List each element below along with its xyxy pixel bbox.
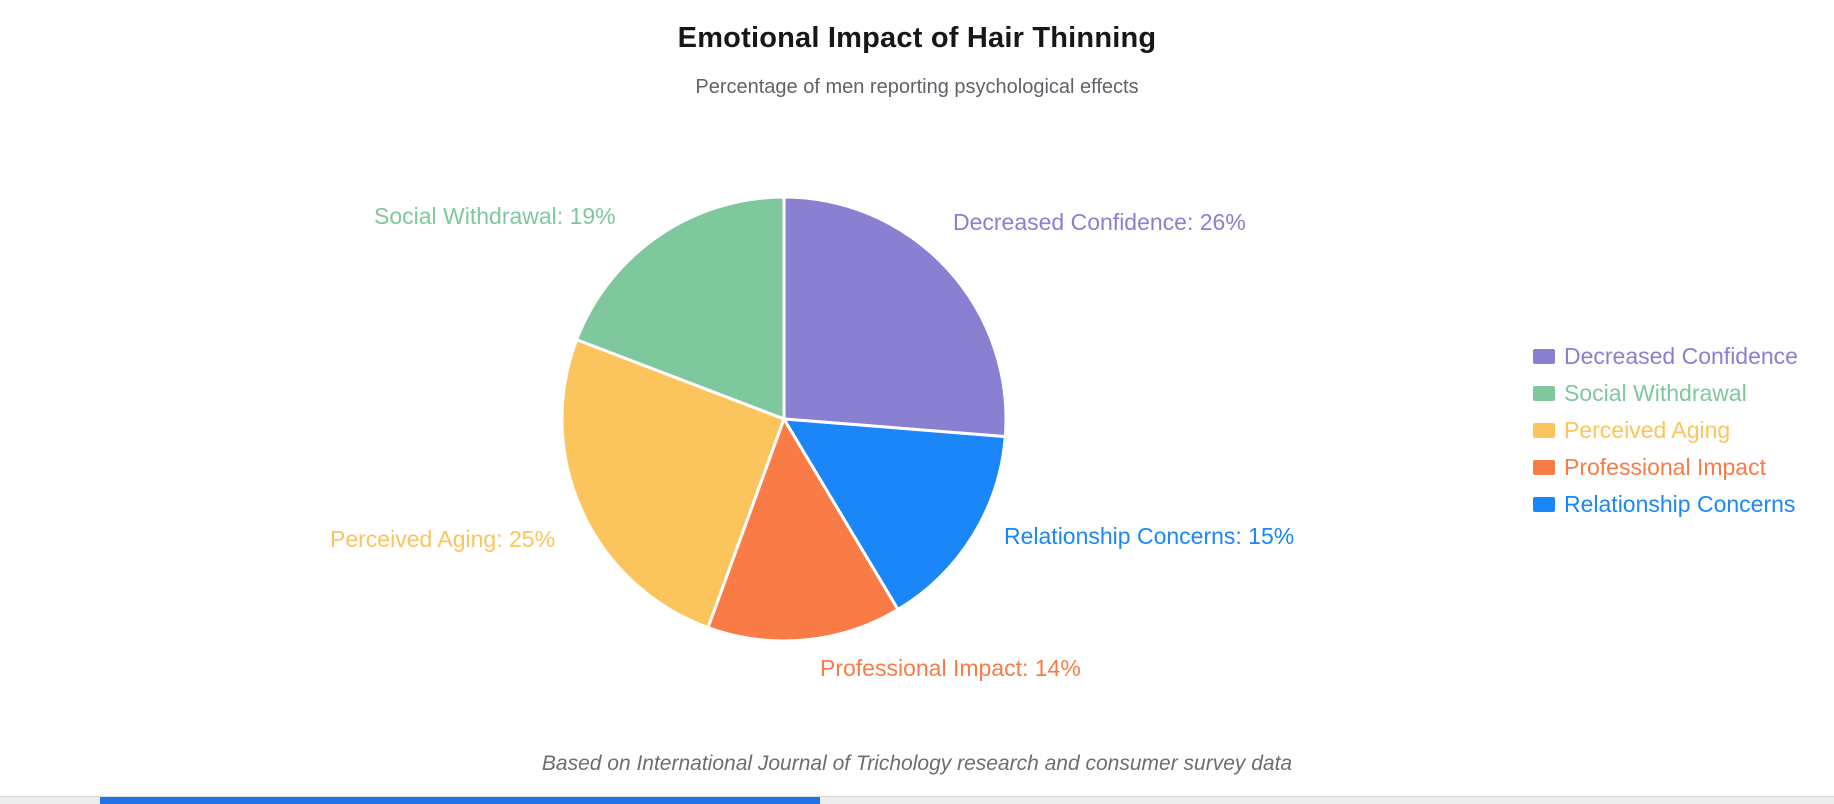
legend-label: Perceived Aging [1564, 417, 1731, 443]
legend-label: Decreased Confidence [1564, 343, 1798, 369]
slice-callout-social-withdrawal: Social Withdrawal: 19% [374, 203, 616, 229]
slice-callout-relationship-concerns: Relationship Concerns: 15% [1004, 523, 1295, 549]
legend-label: Relationship Concerns [1564, 491, 1796, 517]
horizontal-scrollbar-thumb[interactable] [100, 797, 820, 804]
chart-subtitle: Percentage of men reporting psychologica… [695, 76, 1139, 98]
legend-swatch-relationship-concerns [1533, 497, 1555, 512]
pie-slice-social-withdrawal[interactable] [575, 195, 786, 421]
pie-slice-professional-impact[interactable] [706, 417, 900, 643]
pie-slice-decreased-confidence[interactable] [782, 195, 1008, 439]
legend-item-perceived-aging[interactable]: Perceived Aging [1533, 412, 1798, 449]
legend-swatch-perceived-aging [1533, 423, 1555, 438]
legend-swatch-professional-impact [1533, 460, 1555, 475]
slice-callout-decreased-confidence: Decreased Confidence: 26% [953, 209, 1246, 235]
horizontal-scrollbar-track[interactable] [0, 796, 1834, 804]
slice-callout-professional-impact: Professional Impact: 14% [820, 655, 1081, 681]
legend-item-social-withdrawal[interactable]: Social Withdrawal [1533, 375, 1798, 412]
chart-title: Emotional Impact of Hair Thinning [677, 22, 1157, 54]
pie-slice-relationship-concerns[interactable] [782, 417, 1007, 611]
slice-callout-perceived-aging: Perceived Aging: 25% [330, 526, 556, 552]
legend-item-professional-impact[interactable]: Professional Impact [1533, 449, 1798, 486]
chart-legend: Decreased Confidence Social Withdrawal P… [1533, 338, 1798, 523]
legend-label: Professional Impact [1564, 454, 1766, 480]
legend-item-decreased-confidence[interactable]: Decreased Confidence [1533, 338, 1798, 375]
legend-swatch-social-withdrawal [1533, 386, 1555, 401]
source-footnote: Based on International Journal of Tricho… [541, 752, 1293, 775]
legend-swatch-decreased-confidence [1533, 349, 1555, 364]
pie-slice-perceived-aging[interactable] [560, 338, 786, 630]
legend-item-relationship-concerns[interactable]: Relationship Concerns [1533, 486, 1798, 523]
legend-label: Social Withdrawal [1564, 380, 1747, 406]
